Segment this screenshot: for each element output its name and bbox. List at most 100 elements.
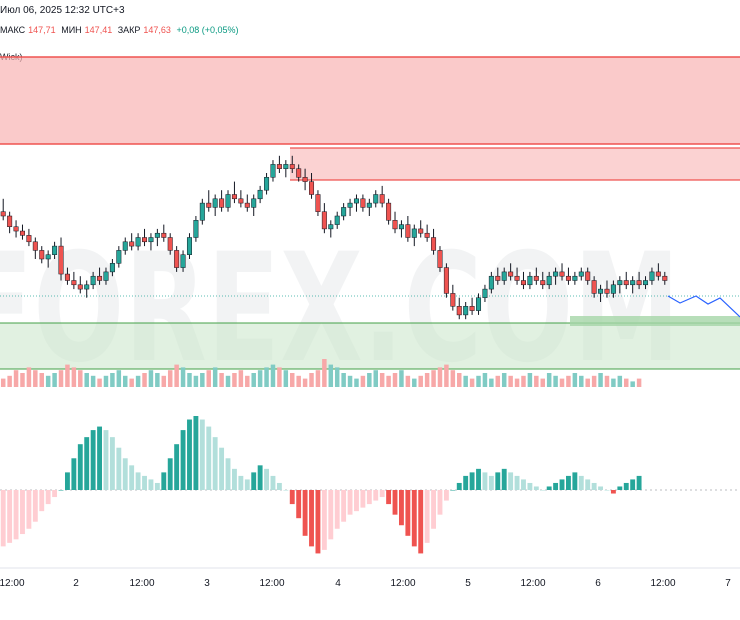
ohlc-readout: МАКС 147,71 МИН 147,41 ЗАКР 147,63 +0,08 (+… (0, 25, 242, 35)
oscillator-bar (7, 490, 13, 543)
oscillator-bar (161, 472, 167, 490)
candle-body (26, 235, 32, 243)
candle-body (431, 237, 437, 251)
volume-bar (418, 375, 423, 387)
volume-bar (534, 375, 539, 387)
oscillator-bar (65, 472, 70, 490)
candle-body (238, 198, 244, 204)
candle-body (154, 232, 160, 238)
x-tick-label: 3 (204, 578, 210, 589)
candle-body (392, 220, 398, 230)
volume-bar (155, 373, 160, 387)
volume-bar (457, 373, 462, 387)
oscillator-bar (52, 490, 58, 498)
volume-bar (322, 359, 327, 387)
candle-body (591, 280, 597, 294)
oscillator-bar (283, 490, 289, 491)
oscillator-bar (328, 490, 334, 540)
candle-body (424, 232, 430, 238)
candle-body (52, 245, 58, 255)
volume-bar (161, 375, 167, 387)
candle-body (636, 280, 642, 286)
volume-bar (482, 373, 488, 387)
volume-bar (290, 373, 295, 387)
volume-bar (636, 378, 642, 387)
oscillator-bar (437, 490, 443, 515)
oscillator-bar (244, 479, 250, 490)
candle-body (32, 241, 38, 251)
oscillator-bar (193, 416, 199, 490)
oscillator-bar (148, 479, 154, 490)
volume-bar (405, 375, 411, 387)
volume-bar (546, 373, 552, 387)
candle-body (206, 202, 212, 208)
candle-body (289, 164, 295, 169)
oscillator-bar (488, 475, 494, 490)
candle-body (270, 164, 276, 178)
volume-bar (341, 373, 346, 387)
oscillator-bar (296, 490, 302, 519)
candle-body (662, 275, 668, 281)
oscillator-bar (122, 458, 128, 490)
candle-body (495, 275, 501, 281)
volume-bar (521, 375, 526, 387)
volume-bar (412, 378, 417, 387)
oscillator-bar (26, 490, 32, 529)
volume-bar (514, 378, 520, 387)
candle-body (456, 306, 462, 316)
candle-body (315, 194, 321, 212)
oscillator-bar (58, 490, 64, 491)
candle-body (180, 254, 186, 268)
candle-body (193, 220, 199, 238)
candle-body (122, 241, 128, 251)
oscillator-bar (206, 426, 212, 490)
candle-body (90, 275, 96, 286)
candle-body (476, 297, 482, 311)
candle-body (379, 194, 385, 204)
candle-body (116, 250, 122, 264)
oscillator-bar (20, 490, 25, 535)
oscillator-bar (334, 490, 340, 529)
volume-bar (598, 373, 603, 387)
min-value: 147,41 (84, 25, 113, 35)
candle-body (386, 202, 392, 221)
volume-bar (489, 378, 494, 387)
candle-body (13, 226, 19, 232)
candle-body (328, 224, 334, 230)
oscillator-bar (219, 447, 225, 490)
oscillator-bar (501, 468, 507, 490)
candle-body (142, 237, 148, 243)
candle-body (405, 224, 411, 238)
oscillator-bar (392, 490, 398, 515)
volume-bar (399, 370, 404, 387)
oscillator-bar (508, 472, 514, 490)
oscillator-bar (630, 479, 636, 490)
oscillator-bar (636, 475, 642, 490)
volume-bar (251, 373, 256, 387)
volume-bar (309, 373, 314, 387)
candle-body (257, 189, 263, 200)
candle-body (501, 271, 507, 281)
close-label: ЗАКР (117, 25, 141, 35)
volume-bar (65, 364, 70, 387)
oscillator-bar (264, 468, 269, 490)
oscillator-bar (187, 419, 192, 490)
chart-datetime: Июл 06, 2025 12:32 UTC+3 (0, 5, 125, 16)
volume-bar (180, 367, 186, 387)
volume-bar (540, 378, 545, 387)
oscillator-bar (604, 490, 610, 491)
candle-body (0, 211, 6, 217)
candle-body (655, 271, 661, 277)
oscillator-bar (238, 475, 244, 490)
support-zone (0, 323, 740, 369)
candle-body (129, 241, 135, 247)
volume-bar (476, 375, 481, 387)
oscillator-bar (302, 490, 308, 536)
change-value: +0,08 (+0,05%) (176, 25, 239, 35)
candle-body (649, 271, 655, 281)
volume-bar (238, 370, 244, 387)
candle-body (186, 237, 192, 255)
volume-bar (437, 367, 443, 387)
x-tick-label: 12:00 (129, 578, 154, 589)
